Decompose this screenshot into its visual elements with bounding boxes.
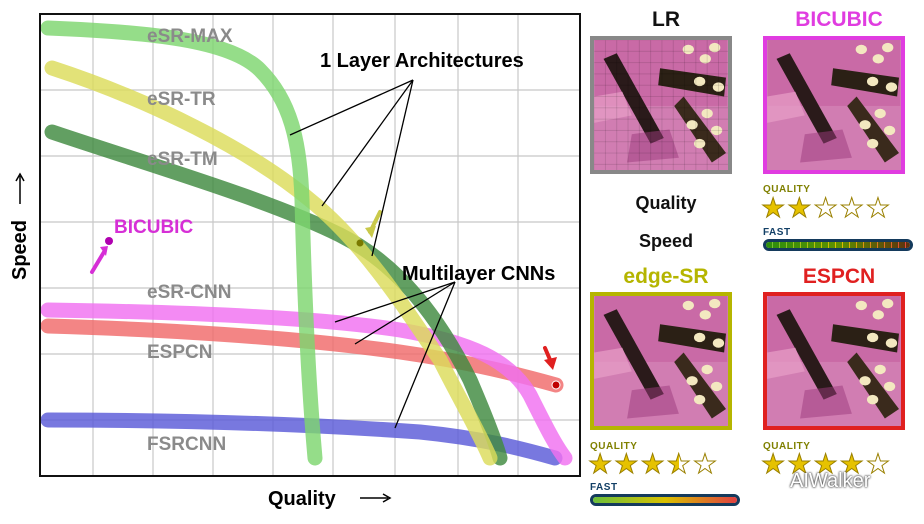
speed-quality-chart: BICUBIC eSR-MAX eSR-TR eSR-TM eSR-CNN ES… — [9, 13, 581, 510]
curve-esr-max — [40, 20, 323, 466]
star-icon: ★ — [614, 449, 639, 479]
curve-label-esr-tr: eSR-TR — [147, 89, 216, 110]
panel-title-edge-sr: edge-SR — [623, 265, 709, 288]
star-icon: ★ — [760, 193, 786, 223]
panel-title-lr: LR — [652, 8, 680, 31]
chart-curves — [40, 20, 573, 466]
edge-sr-fast-label: FAST — [590, 482, 618, 493]
curve-esr-tr — [44, 60, 498, 466]
legend-quality: Quality — [635, 193, 697, 213]
edge-sr-speed-bar — [590, 494, 740, 506]
star-icon: ★ — [787, 449, 812, 479]
annotation-multilayer: Multilayer CNNs — [402, 263, 555, 285]
espcn-marker — [543, 346, 561, 390]
espcn-quality-label: QUALITY — [763, 441, 811, 452]
star-icon: ★ — [865, 449, 891, 479]
bicubic-thumbnail — [763, 36, 905, 174]
curve-esr-tm — [44, 124, 508, 466]
bicubic-quality-stars: ★ ★ ★ ★ ★ — [760, 193, 891, 223]
star-icon: ★ — [692, 449, 718, 479]
annotation-lines-1layer — [289, 79, 414, 257]
bicubic-point-label: BICUBIC — [114, 217, 193, 238]
curve-label-esr-tm: eSR-TM — [147, 149, 218, 170]
star-icon: ★ — [839, 449, 864, 479]
edge-sr-thumbnail — [590, 292, 732, 430]
espcn-thumbnail — [763, 292, 905, 430]
star-icon: ★ — [813, 193, 838, 223]
star-icon: ★ — [760, 449, 786, 479]
star-icon: ★ — [787, 193, 812, 223]
panel-title-bicubic: BICUBIC — [795, 8, 883, 31]
curve-label-esr-max: eSR-MAX — [147, 26, 233, 47]
bicubic-speed-bar — [763, 239, 913, 251]
bicubic-quality-label: QUALITY — [763, 184, 811, 195]
curve-label-fsrcnn: FSRCNN — [147, 434, 226, 455]
star-icon: ★ — [839, 193, 864, 223]
bicubic-point — [90, 237, 113, 274]
star-icon: ★ — [666, 449, 691, 479]
curve-label-esr-cnn: eSR-CNN — [147, 282, 231, 303]
star-icon: ★ — [865, 193, 891, 223]
curve-label-espcn: ESPCN — [147, 342, 212, 363]
x-axis-title: Quality — [268, 488, 337, 510]
star-icon: ★ — [587, 449, 613, 479]
star-icon: ★ — [640, 449, 665, 479]
edge-sr-quality-label: QUALITY — [590, 441, 638, 452]
watermark: AIWalker — [790, 470, 871, 492]
edge-sr-quality-stars: ★ ★ ★ ★ ★ — [587, 449, 718, 479]
edge-sr-marker — [356, 210, 382, 247]
plot-frame — [39, 13, 581, 477]
lr-thumbnail — [590, 36, 732, 174]
bicubic-fast-label: FAST — [763, 227, 791, 238]
star-icon: ★ — [813, 449, 838, 479]
legend-speed: Speed — [638, 231, 694, 251]
panel-title-espcn: ESPCN — [802, 265, 876, 288]
curve-fsrcnn — [40, 412, 563, 466]
espcn-quality-stars: ★ ★ ★ ★ ★ — [760, 449, 891, 479]
y-axis-title: Speed — [9, 220, 31, 280]
annotation-1-layer: 1 Layer Architectures — [320, 50, 524, 72]
annotation-lines-multilayer — [334, 281, 456, 429]
